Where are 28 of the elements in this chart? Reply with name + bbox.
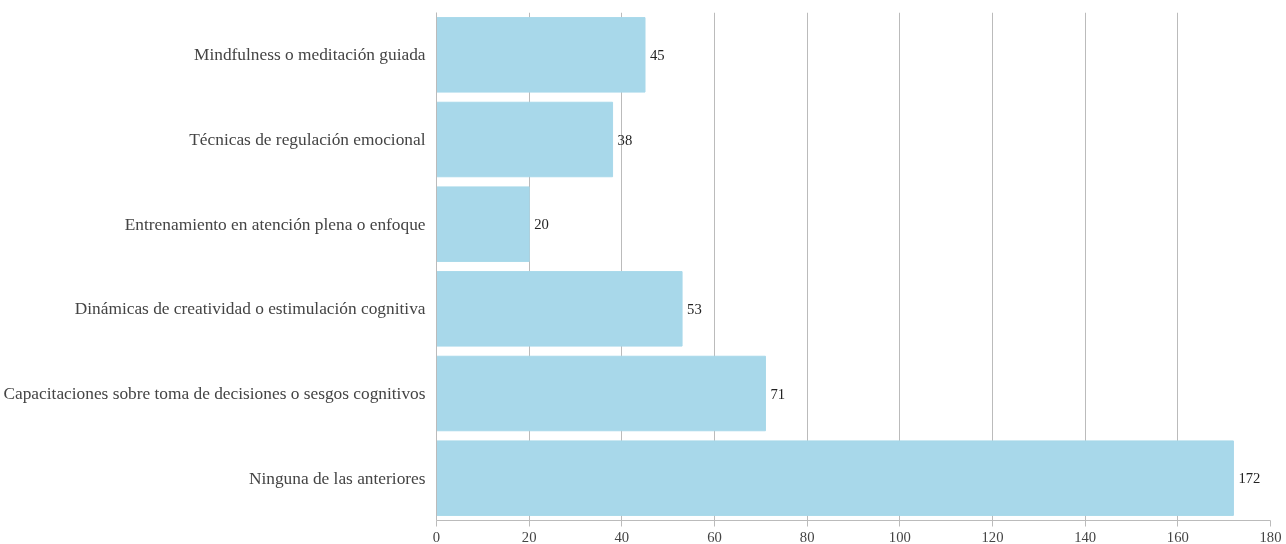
data-label: 20 [534,216,549,233]
y-tick-label: Ninguna de las anteriores [248,468,426,488]
x-tick-label: 60 [707,528,722,544]
bar [436,355,766,432]
bar [436,186,530,262]
x-tick-label: 100 [888,528,911,544]
x-tick-label: 20 [521,528,537,544]
data-label: 71 [770,385,786,402]
bar [436,17,646,93]
data-label: 172 [1238,470,1261,487]
data-label: 45 [650,46,665,63]
x-tick-label: 0 [432,528,441,544]
x-tick-label: 140 [1074,528,1097,544]
x-tick-label: 40 [614,528,630,544]
y-tick-label: Entrenamiento en atención plena o enfoque [124,214,426,234]
y-tick-label: Dinámicas de creatividad o estimulación cognitiva [74,299,426,319]
data-label: 38 [617,131,633,148]
x-tick-label: 80 [799,528,815,544]
x-tick-label: 120 [981,528,1004,544]
bar [436,101,614,178]
data-label: 53 [687,300,702,317]
x-tick-label: 180 [1259,528,1282,544]
bar [436,440,1234,516]
y-tick-label: Mindfulness o meditación guiada [194,45,426,65]
bar [436,271,683,347]
y-tick-label: Capacitaciones sobre toma de decisiones o sesgos cognitivos [3,384,426,403]
x-tick-label: 160 [1166,528,1189,544]
y-tick-label: Técnicas de regulación emocional [189,130,426,149]
